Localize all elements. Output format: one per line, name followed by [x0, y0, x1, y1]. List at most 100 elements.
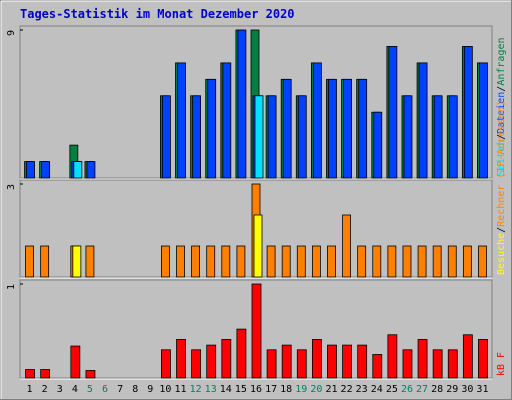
bar	[72, 245, 82, 278]
x-tick-label: 28	[431, 384, 443, 395]
bar	[387, 245, 397, 278]
bar	[236, 245, 246, 278]
bar	[176, 245, 185, 278]
bar	[236, 328, 247, 379]
x-tick-label: 27	[416, 384, 428, 395]
x-tick-label: 22	[341, 384, 353, 395]
bar	[162, 95, 171, 179]
legend-separator: /	[496, 134, 507, 140]
legend-separator: /	[496, 86, 507, 92]
bar	[433, 95, 443, 179]
bar	[221, 339, 232, 379]
bar	[85, 245, 95, 278]
x-tick-label: 21	[325, 384, 337, 395]
bar	[26, 161, 35, 179]
bar	[177, 62, 186, 179]
bar	[372, 354, 383, 379]
bar	[281, 344, 292, 379]
x-tick-label: 10	[159, 384, 171, 395]
x-tick-label: 16	[250, 384, 262, 395]
x-tick-label: 23	[356, 384, 368, 395]
bar	[328, 78, 337, 179]
bar	[85, 370, 96, 379]
x-tick-label: 17	[265, 384, 277, 395]
bar	[478, 339, 488, 379]
x-tick-label: 1	[27, 384, 33, 395]
bar	[207, 78, 217, 179]
bar	[479, 62, 488, 179]
bar	[387, 334, 398, 379]
x-tick-label: 30	[461, 384, 473, 395]
bar	[327, 245, 336, 278]
x-tick-label: 18	[280, 384, 292, 395]
bar	[191, 245, 201, 278]
y-tick-label: 9	[6, 30, 17, 36]
y-tick-label: 3	[6, 184, 17, 190]
bar	[25, 369, 35, 379]
x-tick-label: 24	[371, 384, 383, 395]
legend-entry: Anfragen	[496, 37, 507, 85]
bar	[342, 214, 351, 278]
legend: kB F	[496, 352, 507, 376]
bar	[192, 95, 202, 179]
bar	[432, 245, 442, 278]
bar	[373, 111, 383, 179]
x-tick-label: 31	[476, 384, 488, 395]
bar	[281, 245, 291, 278]
bar	[417, 339, 428, 379]
legend-entry: kB F	[496, 352, 507, 376]
bar	[402, 245, 412, 278]
legend-entry: Rechner (IP-Adressen)	[496, 100, 507, 226]
legend-entry: Dateien	[496, 92, 507, 134]
bar	[432, 349, 443, 379]
x-tick-label: 5	[87, 384, 93, 395]
bar	[357, 344, 368, 379]
x-tick-label: 26	[401, 384, 413, 395]
bar	[40, 369, 51, 379]
bar	[296, 245, 306, 278]
bar	[462, 245, 472, 278]
x-tick-label: 6	[102, 384, 108, 395]
x-tick-label: 9	[147, 384, 153, 395]
bar	[251, 283, 262, 379]
bar	[282, 78, 292, 179]
bar	[296, 349, 307, 379]
bar	[237, 29, 247, 179]
x-tick-label: 8	[132, 384, 138, 395]
bar	[206, 245, 216, 278]
bar	[388, 46, 398, 179]
x-tick-label: 14	[220, 384, 232, 395]
bar	[253, 214, 263, 278]
x-tick-label: 29	[446, 384, 458, 395]
bar	[312, 62, 322, 179]
legend-separator: /	[496, 227, 507, 233]
bar	[70, 345, 81, 379]
bar	[357, 245, 367, 278]
bar	[403, 95, 413, 179]
bar	[402, 349, 413, 379]
x-tick-label: 15	[235, 384, 247, 395]
bar	[176, 339, 186, 379]
bar	[447, 349, 458, 379]
bar	[342, 344, 352, 379]
bar	[463, 46, 473, 179]
x-tick-label: 11	[174, 384, 186, 395]
bar	[448, 95, 458, 179]
x-tick-label: 3	[57, 384, 63, 395]
chart-title: Tages-Statistik im Monat Dezember 2020	[20, 7, 295, 21]
bar	[25, 245, 34, 278]
x-tick-label: 2	[42, 384, 48, 395]
bar	[297, 95, 307, 179]
bar	[311, 245, 321, 278]
bar	[327, 344, 337, 379]
bar	[222, 62, 232, 179]
bar	[417, 245, 427, 278]
y-tick-label: 1	[6, 284, 17, 290]
x-tick-label: 25	[386, 384, 398, 395]
bar	[221, 245, 231, 278]
bar	[73, 161, 83, 179]
x-tick-label: 4	[72, 384, 78, 395]
legend-entry: Seiten	[496, 140, 507, 176]
legend: Seiten/Dateien/Anfragen	[496, 37, 507, 176]
